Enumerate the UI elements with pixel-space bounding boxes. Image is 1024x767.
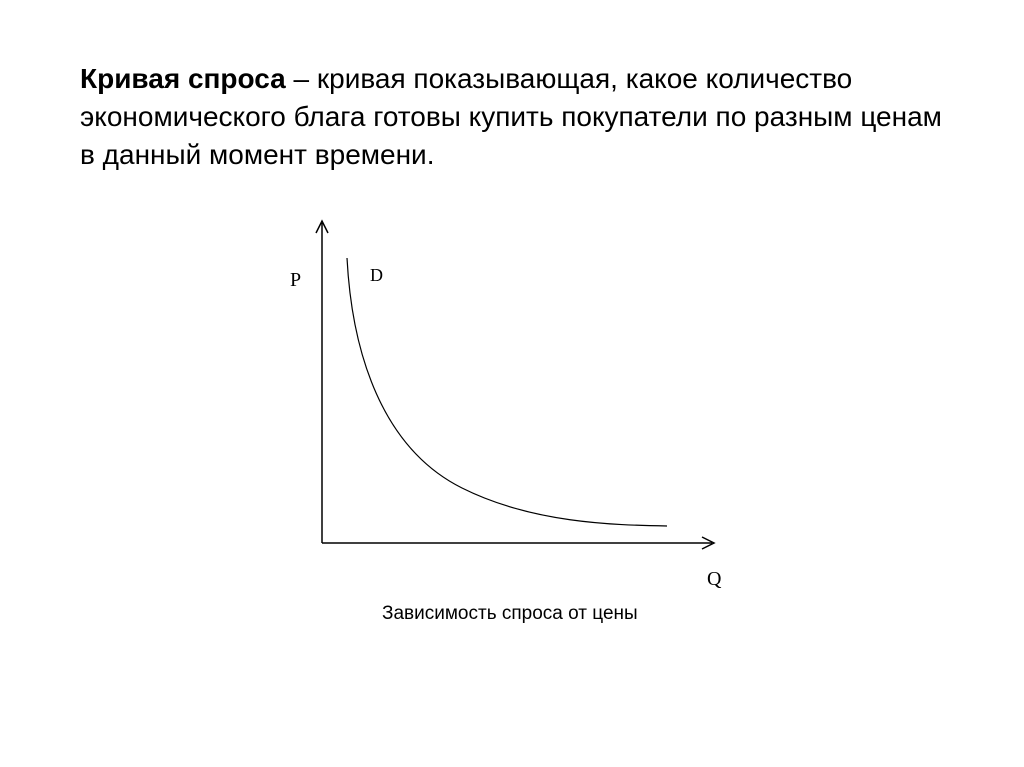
definition-term: Кривая спроса bbox=[80, 63, 286, 94]
y-axis-label: P bbox=[290, 269, 301, 292]
curve-label: D bbox=[370, 265, 383, 286]
demand-curve bbox=[347, 258, 667, 526]
chart-caption: Зависимость спроса от цены bbox=[382, 603, 638, 625]
definition-separator: – bbox=[286, 63, 317, 94]
chart-svg bbox=[262, 213, 762, 633]
demand-chart: P D Q Зависимость спроса от цены bbox=[262, 213, 762, 633]
definition-text: Кривая спроса – кривая показывающая, как… bbox=[80, 60, 944, 173]
x-axis-label: Q bbox=[707, 568, 721, 591]
